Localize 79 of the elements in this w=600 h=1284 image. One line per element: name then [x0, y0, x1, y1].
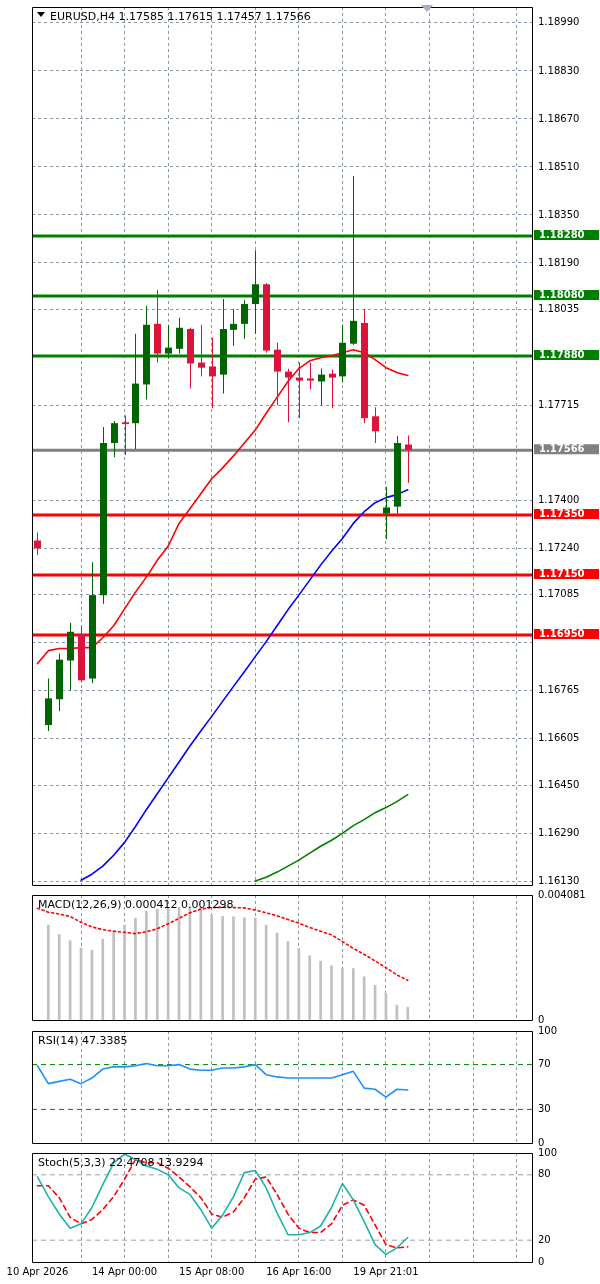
- y-tick-label: 1.16130: [538, 874, 580, 886]
- y-tick-label: 0: [538, 1136, 545, 1148]
- bar: [351, 968, 355, 1020]
- bar: [199, 907, 203, 1020]
- ref-line-label: 1.17150: [539, 567, 585, 579]
- y-tick-label: 0.004081: [538, 888, 586, 900]
- y-tick-label: 1.17240: [538, 541, 580, 553]
- candlestick: [230, 308, 237, 347]
- y-tick-label: 1.18670: [538, 112, 580, 124]
- y-tick-label: 1.18190: [538, 256, 580, 268]
- bar: [57, 934, 61, 1020]
- candlestick: [307, 362, 314, 390]
- candlestick: [252, 249, 259, 335]
- x-tick-label: 19 Apr 21:01: [353, 1265, 419, 1277]
- candlestick: [329, 368, 336, 409]
- y-tick-label: 1.17400: [538, 493, 580, 505]
- bar: [155, 908, 159, 1020]
- candlestick: [274, 342, 281, 406]
- bar: [341, 967, 344, 1020]
- chart-title: MACD(12,26,9) 0.000412 0.001298: [38, 897, 234, 911]
- bar: [210, 914, 214, 1020]
- bar: [221, 916, 224, 1020]
- y-tick-label: 1.18510: [538, 160, 580, 172]
- bar: [123, 924, 126, 1020]
- y-tick-label: 80: [538, 1168, 551, 1180]
- bar: [308, 955, 312, 1020]
- chart-title: RSI(14) 47.3385: [38, 1033, 128, 1047]
- candlestick: [122, 414, 129, 456]
- bar: [232, 916, 235, 1020]
- y-tick-label: 1.18035: [538, 303, 580, 315]
- bar: [330, 965, 333, 1020]
- y-tick-label: 70: [538, 1058, 551, 1070]
- y-tick-label: 20: [538, 1233, 551, 1245]
- y-tick-label: 1.18350: [538, 208, 580, 220]
- ref-line-label: 1.18080: [539, 288, 585, 300]
- candlestick: [165, 324, 172, 360]
- x-tick-label: 15 Apr 08:00: [179, 1265, 245, 1277]
- candlestick: [209, 337, 216, 409]
- y-tick-label: 0: [538, 1013, 545, 1025]
- bar: [112, 931, 116, 1020]
- candlestick: [285, 368, 292, 423]
- bar: [319, 960, 322, 1020]
- y-tick-label: 1.16290: [538, 826, 580, 838]
- bar: [243, 917, 246, 1020]
- y-tick-label: 30: [538, 1102, 551, 1114]
- candlestick: [350, 175, 357, 346]
- bar: [101, 938, 105, 1020]
- ref-line-label: 1.17350: [539, 507, 585, 519]
- candlestick: [176, 317, 183, 355]
- ref-line-label: 1.17880: [539, 348, 585, 360]
- y-tick-label: 100: [538, 1024, 558, 1036]
- y-tick-label: 1.16450: [538, 778, 580, 790]
- x-tick-label: 10 Apr 2026: [6, 1265, 69, 1277]
- y-tick-label: 1.17085: [538, 588, 580, 600]
- chart-title: EURUSD,H4 1.17585 1.17615 1.17457 1.17566: [50, 9, 311, 23]
- bar: [362, 976, 366, 1020]
- y-tick-label: 100: [538, 1146, 558, 1158]
- y-tick-label: 1.18990: [538, 16, 580, 28]
- candlestick: [111, 420, 118, 458]
- y-tick-label: 1.17715: [538, 399, 580, 411]
- bar: [134, 917, 137, 1020]
- ref-line-label: 1.18280: [539, 228, 585, 240]
- y-tick-label: 0: [538, 1255, 545, 1267]
- bar: [47, 924, 50, 1020]
- y-tick-label: 1.16605: [538, 732, 580, 744]
- y-tick-label: 1.18830: [538, 64, 580, 76]
- ref-line-label: 1.16950: [539, 627, 585, 639]
- candlestick: [198, 324, 205, 377]
- x-tick-label: 14 Apr 00:00: [91, 1265, 158, 1277]
- bar: [406, 1007, 410, 1020]
- ref-line-label: 1.17566: [539, 442, 585, 454]
- bar: [145, 910, 148, 1020]
- x-tick-label: 16 Apr 16:00: [266, 1265, 332, 1277]
- candlestick: [383, 486, 390, 540]
- y-tick-label: 1.16765: [538, 684, 580, 696]
- candlestick: [372, 406, 379, 444]
- bar: [253, 917, 257, 1020]
- candlestick: [296, 362, 303, 419]
- candlestick: [241, 299, 248, 340]
